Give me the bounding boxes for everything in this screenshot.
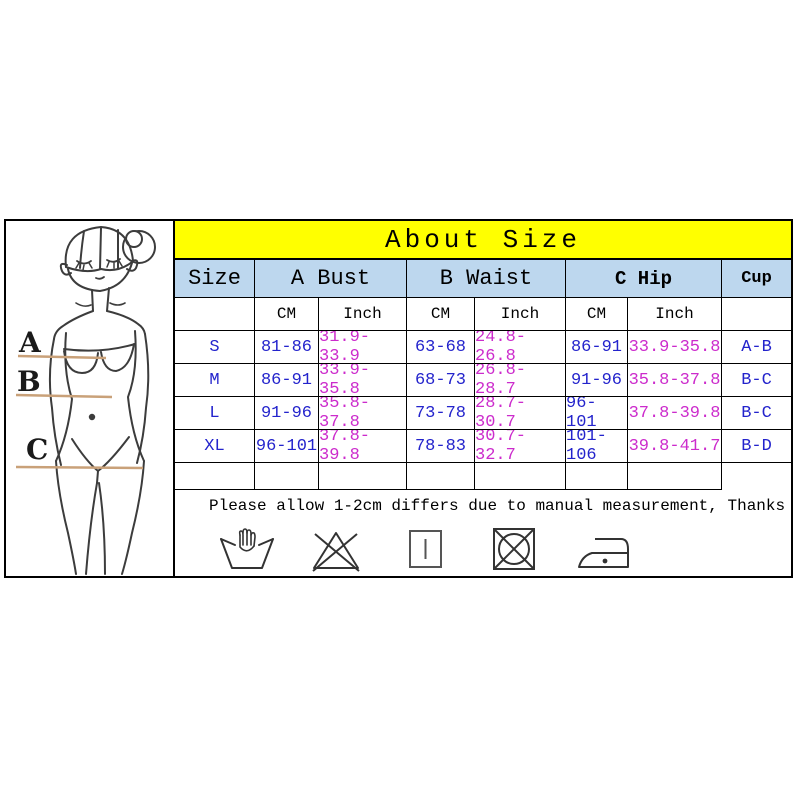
size-cell: L (175, 397, 255, 430)
measurement-lines (15, 354, 144, 470)
bust-cm-cell: 81-86 (255, 331, 319, 364)
do-not-bleach-icon (308, 525, 364, 573)
figure-label-waist: B (17, 365, 41, 398)
col-header-size: Size (175, 260, 255, 298)
table-title-bar: About Size (175, 221, 791, 260)
empty-cell (566, 463, 628, 490)
hand-wash-icon (219, 525, 275, 573)
subheader-bust-cm: CM (255, 298, 319, 331)
empty-cell (407, 463, 475, 490)
bust-cm-cell: 91-96 (255, 397, 319, 430)
hip-measure-line (15, 465, 144, 470)
hip-inch-cell: 39.8-41.7 (628, 430, 722, 463)
col-header-bust: A Bust (255, 260, 407, 298)
subheader-blank (722, 298, 791, 331)
drip-dry-icon (397, 525, 453, 573)
subheader-hip-inch: Inch (628, 298, 722, 331)
size-cell: M (175, 364, 255, 397)
measurement-note: Please allow 1-2cm differs due to manual… (175, 490, 791, 522)
bust-inch-cell: 35.8-37.8 (319, 397, 407, 430)
empty-cell (319, 463, 407, 490)
body-measurement-figure: A B C (15, 226, 156, 575)
waist-inch-cell: 26.8-28.7 (475, 364, 566, 397)
col-header-cup: Cup (722, 260, 791, 298)
subheader-hip-cm: CM (566, 298, 628, 331)
cup-cell: A-B (722, 331, 791, 364)
waist-inch-cell: 24.8-26.8 (475, 331, 566, 364)
col-header-hip: C Hip (566, 260, 722, 298)
care-icons-row (175, 522, 791, 576)
bust-inch-cell: 33.9-35.8 (319, 364, 407, 397)
bust-inch-cell: 37.8-39.8 (319, 430, 407, 463)
hip-cm-cell: 91-96 (566, 364, 628, 397)
cup-cell: B-C (722, 397, 791, 430)
waist-cm-cell: 73-78 (407, 397, 475, 430)
subheader-waist-inch: Inch (475, 298, 566, 331)
cup-cell: B-D (722, 430, 791, 463)
iron-low-heat-icon (575, 525, 631, 573)
empty-cell (628, 463, 722, 490)
size-chart-panel: A B C About Size Size A Bust B Waist C H… (4, 219, 793, 578)
empty-cell (175, 463, 255, 490)
figure-label-bust: A (18, 326, 42, 359)
subheader-blank (175, 298, 255, 331)
hip-cm-cell: 86-91 (566, 331, 628, 364)
table-title: About Size (384, 224, 582, 255)
bust-inch-cell: 31.9-33.9 (319, 331, 407, 364)
size-table-panel: About Size Size A Bust B Waist C Hip Cup… (175, 221, 791, 576)
hip-inch-cell: 33.9-35.8 (628, 331, 722, 364)
bust-measure-line (17, 354, 107, 360)
note-text: Please allow 1-2cm differs due to manual… (209, 497, 786, 515)
hip-cm-cell: 101-106 (566, 430, 628, 463)
cup-cell: B-C (722, 364, 791, 397)
waist-cm-cell: 63-68 (407, 331, 475, 364)
col-header-waist: B Waist (407, 260, 566, 298)
subheader-bust-inch: Inch (319, 298, 407, 331)
waist-inch-cell: 30.7-32.7 (475, 430, 566, 463)
waist-cm-cell: 68-73 (407, 364, 475, 397)
empty-cell (475, 463, 566, 490)
subheader-waist-cm: CM (407, 298, 475, 331)
empty-cell (255, 463, 319, 490)
hip-inch-cell: 37.8-39.8 (628, 397, 722, 430)
bust-cm-cell: 86-91 (255, 364, 319, 397)
size-table: Size A Bust B Waist C Hip Cup CM Inch CM… (175, 260, 791, 490)
body-figure-panel: A B C (6, 221, 175, 576)
hip-inch-cell: 35.8-37.8 (628, 364, 722, 397)
do-not-tumble-dry-icon (486, 525, 542, 573)
bust-cm-cell: 96-101 (255, 430, 319, 463)
size-cell: XL (175, 430, 255, 463)
waist-measure-line (15, 393, 113, 399)
waist-inch-cell: 28.7-30.7 (475, 397, 566, 430)
size-cell: S (175, 331, 255, 364)
waist-cm-cell: 78-83 (407, 430, 475, 463)
figure-label-hip: C (26, 433, 48, 466)
hip-cm-cell: 96-101 (566, 397, 628, 430)
empty-cell (722, 463, 791, 490)
